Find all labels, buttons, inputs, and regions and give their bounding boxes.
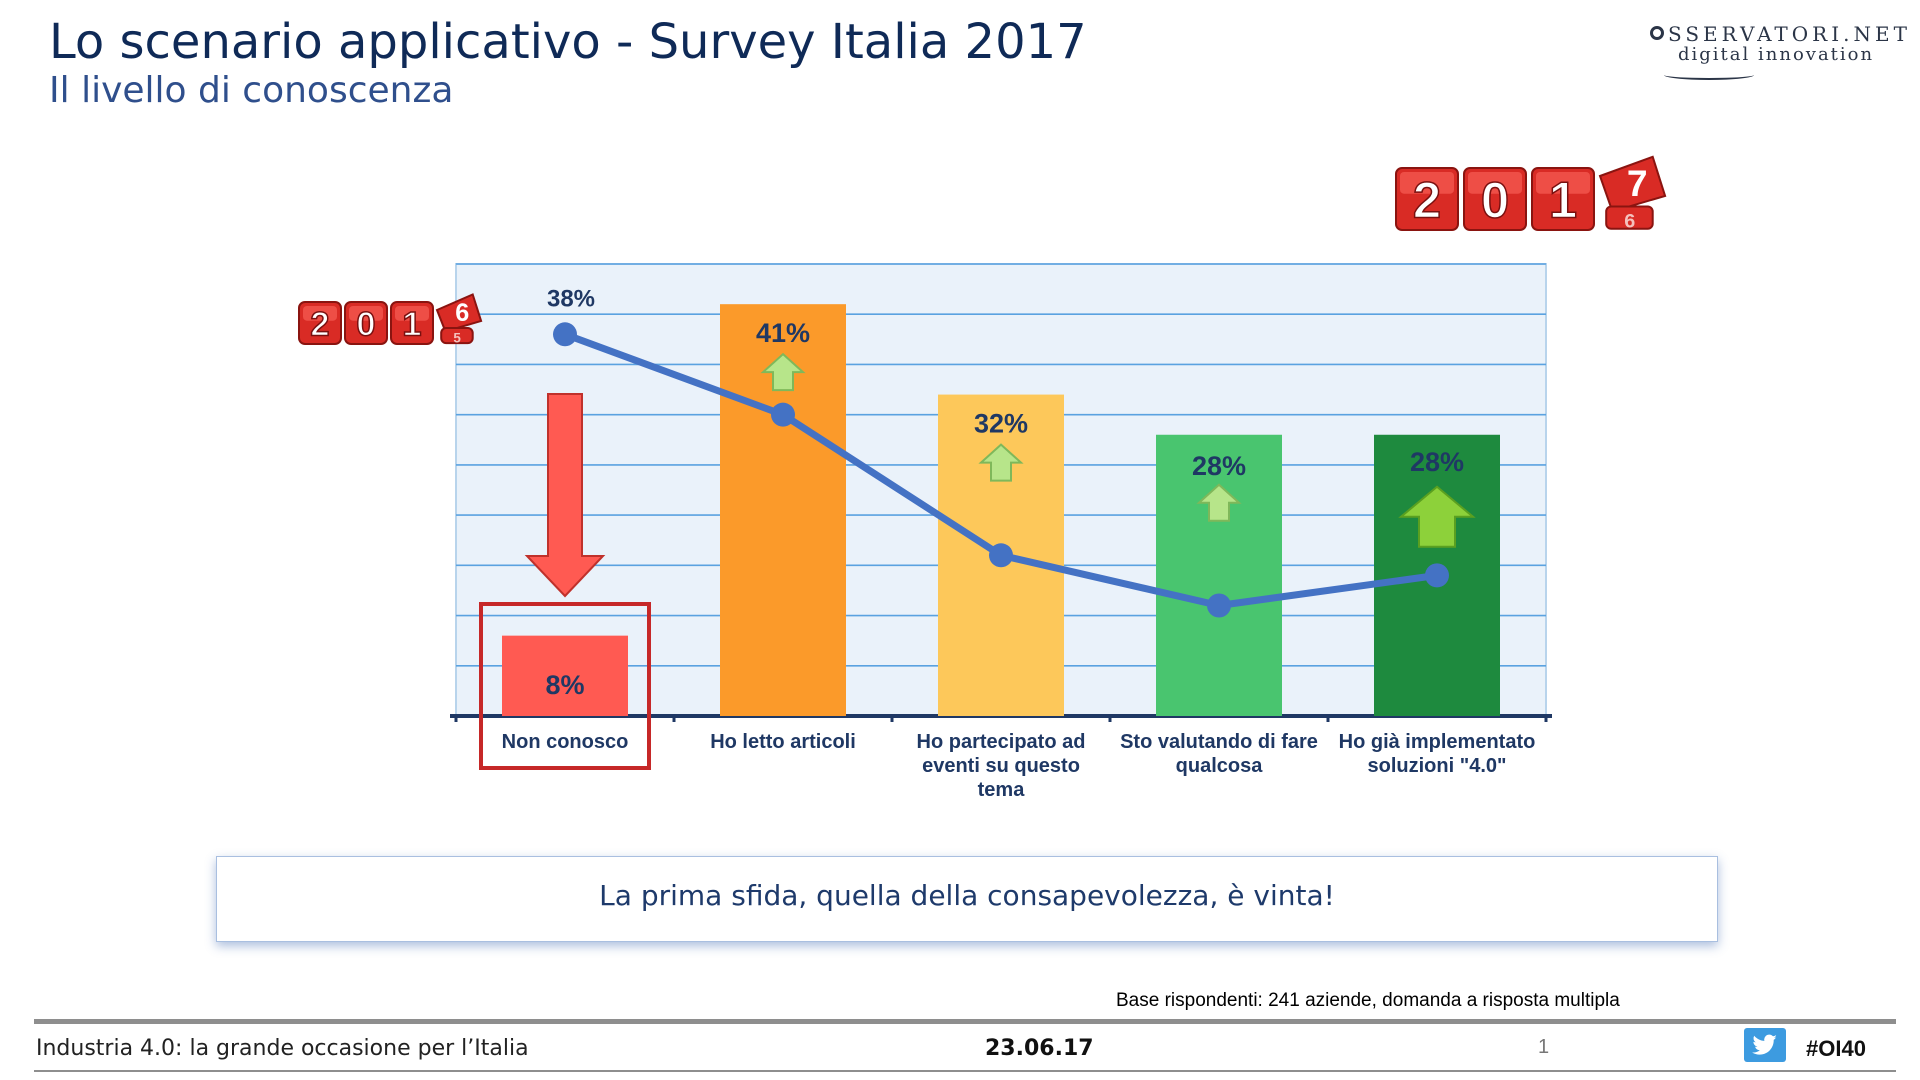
category-label: soluzioni "4.0" [1368,755,1507,777]
category-label: qualcosa [1176,755,1264,777]
bar-value-label: 28% [1192,451,1246,481]
badge-flip-cube [1598,155,1667,213]
badge-cube-shine [1536,172,1590,194]
badge-digit: 1 [1549,172,1577,229]
category-label: Ho partecipato ad [917,731,1086,753]
badge-cube-shine [303,306,337,321]
page-number: 1 [1538,1036,1550,1058]
badge-cube-shine [395,306,429,321]
badge-digit: 0 [356,306,375,344]
footer-rule-top [34,1019,1896,1024]
footer-date: 23.06.17 [985,1036,1094,1061]
highlight-box [479,602,651,770]
badge-flip-top: 7 [1627,162,1648,204]
osservatori-logo: SSERVATORI.NET digital innovation [1650,22,1907,82]
trend-arrow-up [1398,485,1476,548]
badge-flip-base [1605,205,1654,230]
bar-value-label: 41% [756,318,810,348]
key-icon [1650,26,1664,40]
point-2016 [771,402,795,427]
badge-flip-bottom: 5 [453,330,461,345]
badge-cube-shine [1468,172,1522,194]
badge-cube-shine [349,306,383,321]
base-note: Base rispondenti: 241 aziende, domanda a… [1116,990,1620,1011]
trend-arrow-up [760,352,806,392]
trend-arrow-up [1196,483,1242,522]
bar-1 [502,635,628,716]
logo-line1: SSERVATORI.NET [1668,22,1911,46]
point-2016 [1207,593,1231,618]
badge-2016: 2 0 1 6 5 [298,293,483,345]
category-label: Ho letto articoli [710,731,856,753]
badge-2017: 2 0 1 7 6 [1395,155,1667,233]
badge-digit: 2 [310,306,329,344]
footer-rule-bottom [34,1070,1896,1072]
point-2016 [553,322,577,347]
line-value-label: 38% [547,285,595,312]
logo-line2: digital innovation [1678,44,1875,65]
bar-value-label: 8% [545,670,584,700]
knowledge-chart: 8% 41% 32% 28% 28% 38% Non conosco Ho letto art… [298,155,1667,801]
logo-swoosh [1664,70,1754,80]
category-label: Ho già implementato [1339,731,1536,753]
bar-value-label: 28% [1410,447,1464,477]
bar-4 [1156,434,1282,716]
badge-digit: 2 [1413,172,1441,229]
footer-title: Industria 4.0: la grande occasione per l… [36,1036,529,1061]
badge-flip-bottom: 6 [1624,211,1635,233]
category-label: tema [978,779,1026,801]
badge-flip-cube [435,293,483,333]
twitter-icon[interactable] [1744,1028,1786,1062]
category-label: eventi su questo [922,755,1080,777]
callout-text: La prima sfida, quella della consapevole… [599,879,1335,912]
trend-arrow-up [978,443,1024,482]
point-2016 [989,543,1013,568]
badge-flip-base [440,327,474,345]
category-label: Non conosco [502,731,629,753]
badge-digit: 0 [1481,172,1509,229]
badge-flip-top: 6 [455,299,469,327]
page-title: Lo scenario applicativo - Survey Italia … [49,14,1087,70]
badge-digit: 1 [402,306,421,344]
page-subtitle: Il livello di conoscenza [49,70,454,111]
trend-arrow-down [524,393,606,598]
bar-value-label: 32% [974,409,1028,439]
conclusion-callout: La prima sfida, quella della consapevole… [216,856,1718,942]
category-label: Sto valutando di fare [1120,731,1318,753]
hashtag[interactable]: #OI40 [1806,1036,1866,1061]
point-2016 [1425,563,1449,588]
badge-cube-shine [1400,172,1454,194]
